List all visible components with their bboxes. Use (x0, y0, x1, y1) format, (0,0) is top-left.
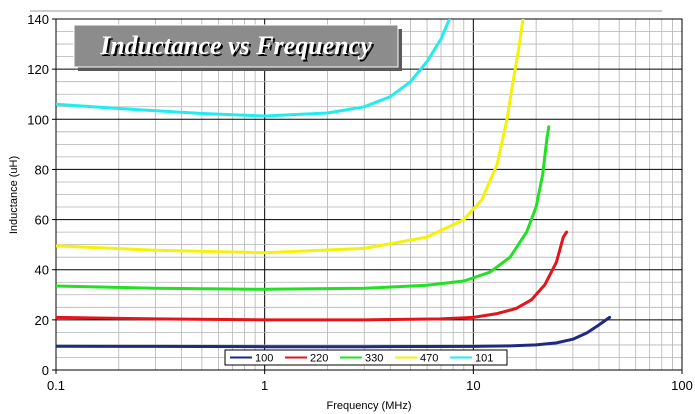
series-line-100 (56, 315, 612, 349)
legend-label-330: 330 (365, 353, 383, 365)
x-axis-ticks: 0.1 1 10 100 (47, 370, 693, 393)
y-tick-label: 40 (35, 263, 49, 278)
series-layer (56, 19, 612, 349)
legend: 100 220 330 470 101 (224, 349, 508, 366)
legend-frame (224, 349, 508, 366)
x-axis-label: Frequency (MHz) (327, 400, 412, 412)
chart-title-background (73, 24, 399, 68)
series-line-330 (56, 125, 551, 291)
legend-label-220: 220 (310, 353, 328, 365)
x-tick-label: 10 (466, 378, 480, 393)
y-tick-label: 0 (42, 363, 49, 378)
y-tick-label: 140 (27, 12, 49, 27)
x-tick-label: 0.1 (47, 378, 65, 393)
series-line-470 (56, 19, 525, 255)
y-axis-ticks: 0 20 40 60 80 100 120 140 (27, 12, 56, 378)
y-tick-label: 100 (27, 112, 49, 127)
chart-title-box: Inductance vs Frequency Inductance vs Fr… (73, 24, 402, 71)
plot-area-frame (55, 18, 683, 371)
series-line-101 (56, 19, 452, 118)
x-tick-label: 100 (671, 378, 693, 393)
chart-title: Inductance vs Frequency (99, 31, 372, 60)
chart-title-shadow: Inductance vs Frequency (101, 33, 374, 62)
legend-label-101: 101 (475, 353, 493, 365)
x-tick-label: 1 (261, 378, 268, 393)
y-tick-label: 20 (35, 313, 49, 328)
legend-label-100: 100 (255, 353, 273, 365)
series-line-220 (56, 230, 569, 322)
legend-label-470: 470 (420, 353, 438, 365)
y-tick-label: 80 (35, 162, 49, 177)
y-tick-label: 60 (35, 213, 49, 228)
y-axis-label: Inductance (uH) (8, 156, 20, 234)
y-tick-label: 120 (27, 62, 49, 77)
